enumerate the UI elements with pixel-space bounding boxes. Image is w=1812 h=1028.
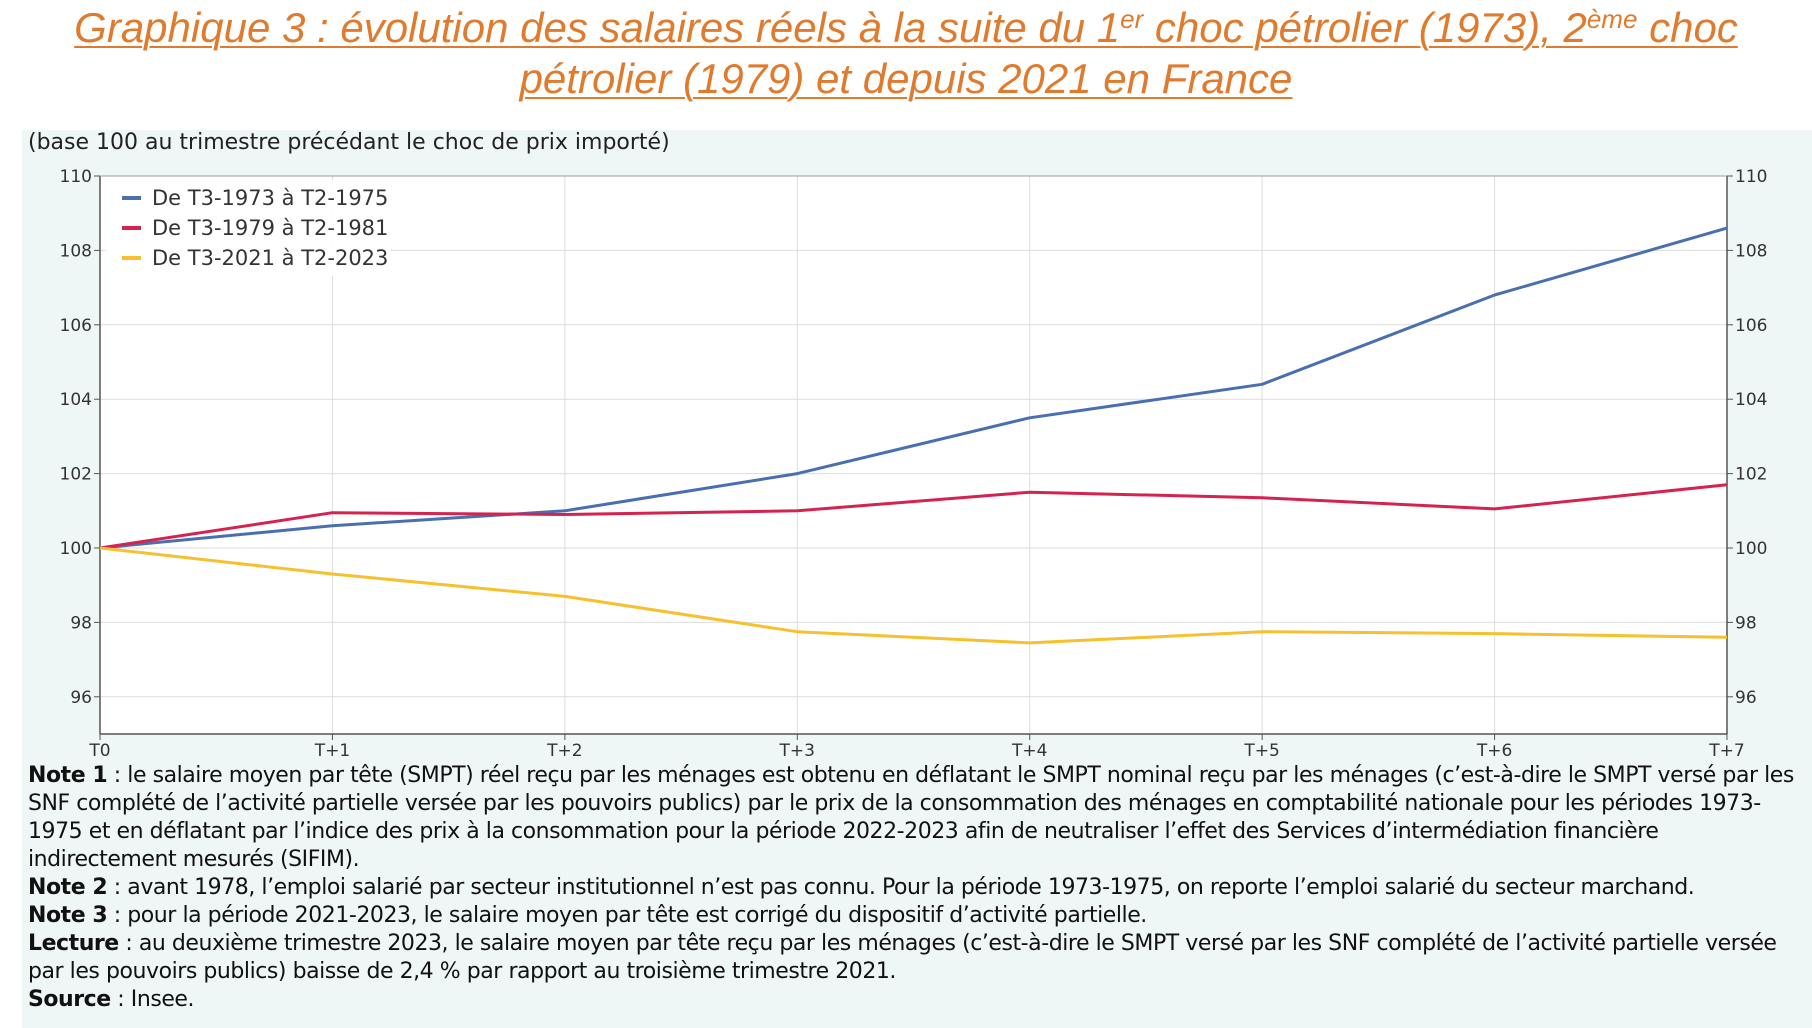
note-1: Note 1 : le salaire moyen par tête (SMPT… [28, 762, 1808, 874]
title-line-2: pétrolier (1979) et depuis 2021 en Franc… [519, 55, 1293, 102]
x-tick-label: T0 [88, 741, 110, 760]
y-tick-label-right: 106 [1735, 316, 1767, 336]
x-tick-label: T+7 [1708, 741, 1744, 760]
series-line-1 [99, 226, 1728, 550]
y-tick-label-left: 104 [60, 390, 92, 410]
lecture-label: Lecture [28, 931, 119, 956]
note-3: Note 3 : pour la période 2021-2023, le s… [28, 902, 1808, 930]
legend-box [106, 180, 390, 276]
lecture-text: : au deuxième trimestre 2023, le salaire… [28, 931, 1777, 984]
y-tick-label-right: 108 [1735, 241, 1767, 261]
note-2-label: Note 2 [28, 875, 108, 900]
legend-label-2: De T3-1979 à T2-1981 [152, 216, 388, 240]
y-tick-label-left: 102 [60, 465, 92, 485]
y-tick-label-right: 110 [1735, 167, 1767, 187]
note-2-text: : avant 1978, l’emploi salarié par secte… [107, 875, 1695, 900]
x-tick-label: T+4 [1011, 741, 1047, 760]
y-tick-label-right: 100 [1735, 539, 1767, 559]
title-part-3: choc [1637, 4, 1738, 51]
y-tick-label-right: 96 [1735, 688, 1757, 708]
x-tick-label: T+3 [779, 741, 815, 760]
y-tick-label-left: 106 [60, 316, 92, 336]
legend-label-1: De T3-1973 à T2-1975 [152, 186, 388, 210]
lecture-note: Lecture : au deuxième trimestre 2023, le… [28, 930, 1808, 986]
source-label: Source [28, 987, 111, 1012]
chart-subtitle: (base 100 au trimestre précédant le choc… [28, 130, 670, 155]
y-tick-label-right: 98 [1735, 613, 1757, 633]
title-part-1: Graphique 3 : évolution des salaires rée… [74, 4, 1121, 51]
legend-label-3: De T3-2021 à T2-2023 [152, 246, 388, 270]
note-3-text: : pour la période 2021-2023, le salaire … [107, 903, 1148, 928]
y-tick-label-right: 104 [1735, 390, 1767, 410]
title-sup-2: ème [1586, 4, 1638, 34]
source-text: : Insee. [110, 987, 195, 1012]
y-tick-label-right: 102 [1735, 465, 1767, 485]
y-tick-label-left: 96 [70, 688, 92, 708]
x-tick-label: T+6 [1476, 741, 1512, 760]
y-tick-label-left: 108 [60, 241, 92, 261]
note-2: Note 2 : avant 1978, l’emploi salarié pa… [28, 874, 1808, 902]
x-tick-label: T+1 [314, 741, 350, 760]
note-1-text: : le salaire moyen par tête (SMPT) réel … [28, 763, 1794, 872]
note-3-label: Note 3 [28, 903, 108, 928]
line-chart: T0 T+1 T+2 T+3 T+4 T+5 T+6 T+7 96 96 98 98 100 100 102… [60, 167, 1768, 760]
x-tick-label: T+5 [1243, 741, 1279, 760]
series-line-3 [99, 546, 1728, 645]
x-tick-label: T+2 [546, 741, 582, 760]
series-line-2 [99, 483, 1728, 550]
y-tick-label-left: 100 [60, 539, 92, 559]
note-1-label: Note 1 [28, 763, 108, 788]
title-part-2: choc pétrolier (1973), 2 [1143, 4, 1587, 51]
title-sup-1: er [1120, 4, 1144, 34]
y-tick-label-left: 110 [60, 167, 92, 187]
notes-block: Note 1 : le salaire moyen par tête (SMPT… [28, 762, 1808, 1014]
y-tick-label-left: 98 [70, 613, 92, 633]
source-note: Source : Insee. [28, 986, 1808, 1014]
chart-title: Graphique 3 : évolution des salaires rée… [0, 2, 1812, 104]
